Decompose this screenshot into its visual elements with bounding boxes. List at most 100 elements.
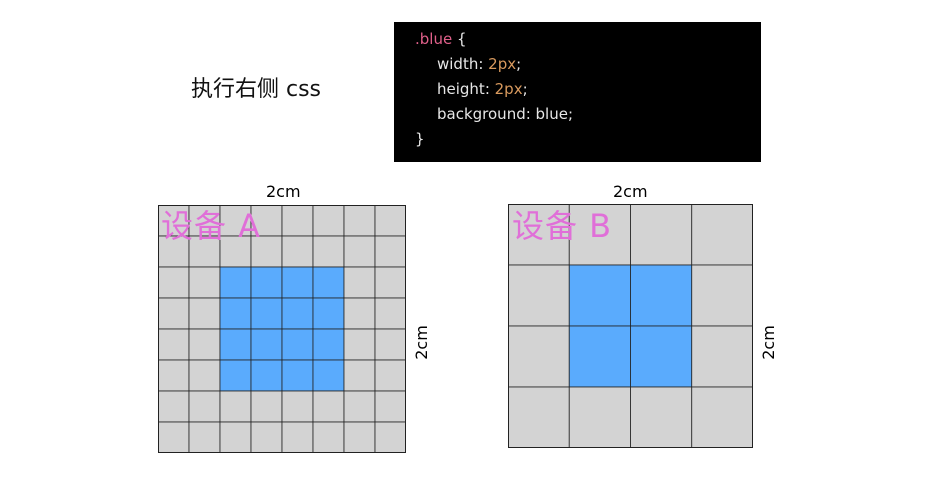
gray-pixel-cell [281,235,314,268]
code-line-width: width: 2px; [437,52,521,76]
css-selector: .blue [415,30,453,48]
height-value: 2px [494,80,523,98]
width-value: 2px [488,55,517,73]
blue-pixel-cell [281,266,314,299]
gray-pixel-cell [158,205,190,237]
blue-pixel-cell [281,297,314,330]
blue-pixel-cell [312,359,345,392]
blue-pixel-cell [219,328,252,361]
blue-pixel-cell [568,325,631,388]
gray-pixel-cell [343,266,376,299]
blue-pixel-cell [630,264,693,327]
gray-pixel-cell [188,390,221,423]
gray-pixel-cell [508,264,570,327]
height-semicolon: ; [522,80,528,98]
code-line-height: height: 2px; [437,77,528,101]
gray-pixel-cell [691,386,753,448]
open-brace: { [452,30,467,48]
blue-pixel-cell [630,325,693,388]
gray-pixel-cell [343,205,376,237]
blue-pixel-cell [250,266,283,299]
gray-pixel-cell [508,325,570,388]
gray-pixel-cell [312,205,345,237]
code-line-background: background: blue; [437,102,573,126]
gray-pixel-cell [343,390,376,423]
gray-pixel-cell [343,421,376,453]
blue-pixel-cell [219,297,252,330]
gray-pixel-cell [630,204,693,266]
blue-pixel-cell [281,359,314,392]
gray-pixel-cell [158,359,190,392]
gray-pixel-cell [158,328,190,361]
device-b-height-label: 2cm [758,325,778,360]
gray-pixel-cell [374,421,406,453]
gray-pixel-cell [374,390,406,423]
device-a-grid-svg [158,205,406,453]
gray-pixel-cell [250,421,283,453]
device-a-pixel-grid [158,205,406,453]
gray-pixel-cell [374,297,406,330]
gray-pixel-cell [312,235,345,268]
gray-pixel-cell [158,390,190,423]
blue-pixel-cell [312,297,345,330]
gray-pixel-cell [281,205,314,237]
device-b-width-label: 2cm [613,182,648,201]
device-b-pixel-grid [508,204,753,448]
gray-pixel-cell [374,266,406,299]
instruction-caption: 执行右侧 css [191,77,322,102]
gray-pixel-cell [158,297,190,330]
close-brace: } [415,130,425,148]
blue-pixel-cell [568,264,631,327]
gray-pixel-cell [343,359,376,392]
gray-pixel-cell [281,421,314,453]
gray-pixel-cell [374,235,406,268]
blue-pixel-cell [219,359,252,392]
blue-pixel-cell [250,297,283,330]
gray-pixel-cell [188,266,221,299]
gray-pixel-cell [691,204,753,266]
gray-pixel-cell [188,297,221,330]
height-property: height: [437,80,495,98]
gray-pixel-cell [158,421,190,453]
device-a-width-label: 2cm [266,182,301,201]
grid-border [158,205,406,453]
gray-pixel-cell [158,266,190,299]
gray-pixel-cell [219,421,252,453]
gray-pixel-cell [312,421,345,453]
blue-pixel-cell [281,328,314,361]
gray-pixel-cell [508,386,570,448]
device-b-grid-svg [508,204,753,448]
width-property: width: [437,55,489,73]
gray-pixel-cell [568,204,631,266]
gray-pixel-cell [630,386,693,448]
code-line-close: } [415,127,425,151]
blue-pixel-cell [312,266,345,299]
gray-pixel-cell [691,264,753,327]
gray-pixel-cell [188,421,221,453]
gray-pixel-cell [374,205,406,237]
gray-pixel-cell [343,235,376,268]
gray-pixel-cell [250,390,283,423]
code-line-selector: .blue { [415,27,467,51]
device-b-label: 设备 B [512,207,613,245]
gray-pixel-cell [219,390,252,423]
device-a-height-label: 2cm [411,325,431,360]
gray-pixel-cell [374,359,406,392]
gray-pixel-cell [343,328,376,361]
width-semicolon: ; [516,55,522,73]
gray-pixel-cell [158,235,190,268]
gray-pixel-cell [568,386,631,448]
blue-pixel-cell [250,359,283,392]
grid-border [508,204,753,448]
gray-pixel-cell [691,325,753,388]
blue-pixel-cell [250,328,283,361]
gray-pixel-cell [374,328,406,361]
gray-pixel-cell [188,328,221,361]
gray-pixel-cell [219,205,252,237]
css-code-block: .blue { width: 2px; height: 2px; backgro… [394,22,761,162]
gray-pixel-cell [343,297,376,330]
gray-pixel-cell [188,359,221,392]
blue-pixel-cell [312,328,345,361]
gray-pixel-cell [188,235,221,268]
background-declaration: background: blue; [437,105,574,123]
